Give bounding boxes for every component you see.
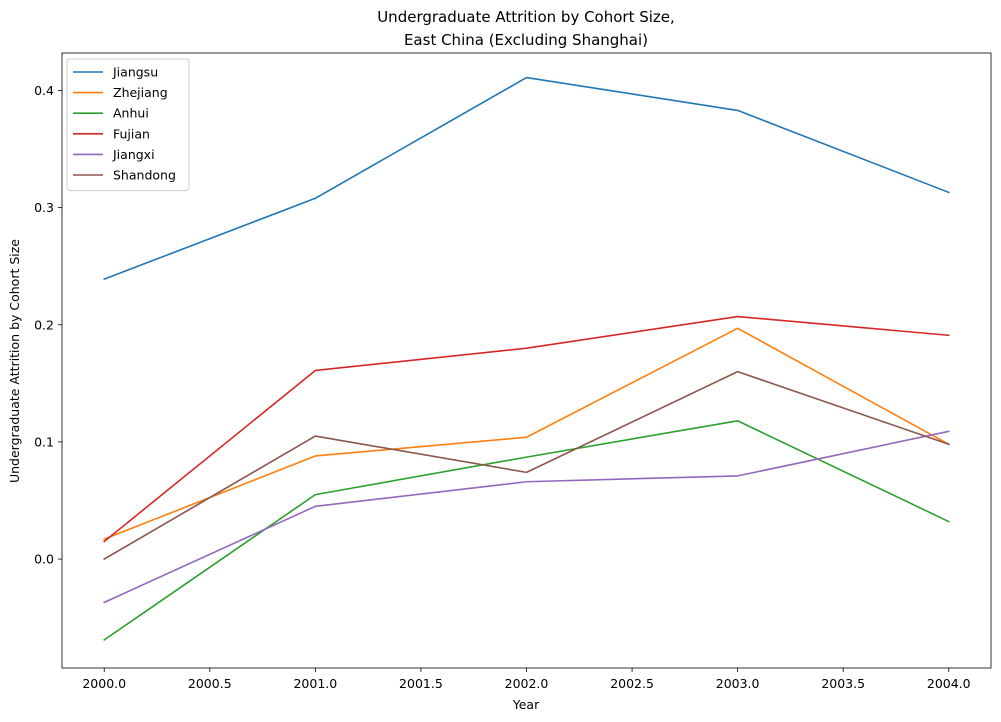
y-tick-label: 0.4 [34,83,54,98]
legend-item: Jiangsu [73,65,158,80]
x-axis-label: Year [512,697,540,712]
x-tick-label: 2004.0 [927,676,971,691]
y-tick-label: 0.1 [34,434,54,449]
x-tick-label: 2003.5 [821,676,865,691]
y-axis-ticks: 0.0 0.1 0.2 0.3 0.4 [34,83,62,567]
legend-label: Anhui [113,106,149,121]
legend-item: Zhejiang [73,85,168,100]
plot-frame [61,52,992,669]
legend: Jiangsu Zhejiang Anhui Fujian Jiangxi Shandon… [66,58,190,192]
x-tick-label: 2002.5 [610,676,654,691]
series-line-jiangsu [103,76,950,281]
legend-label: Shandong [113,168,176,183]
series-lines [103,76,950,642]
x-axis-ticks: 2000.0 2000.5 2001.0 2001.5 2002.0 2002.5 2003… [82,668,971,691]
plot-background [62,53,991,668]
legend-item: Jiangxi [73,147,155,162]
series-line-anhui [103,420,950,642]
y-tick-label: 0.3 [34,200,54,215]
legend-item: Anhui [73,106,149,121]
y-tick-label: 0.0 [34,552,54,567]
chart-title-line-2: East China (Excluding Shanghai) [404,31,648,49]
y-axis-label: Undergraduate Attrition by Cohort Size [7,239,22,483]
y-tick-label: 0.2 [34,317,54,332]
x-tick-label: 2001.0 [293,676,337,691]
x-tick-label: 2001.5 [399,676,443,691]
x-tick-label: 2003.0 [716,676,760,691]
legend-label: Fujian [113,126,150,141]
series-line-shandong [103,370,950,561]
legend-item: Fujian [73,126,150,141]
series-line-fujian [103,315,950,543]
plot-border [61,52,992,669]
chart-title-line-1: Undergraduate Attrition by Cohort Size, [377,8,675,26]
legend-label: Jiangsu [112,65,158,80]
x-tick-label: 2002.0 [505,676,549,691]
x-tick-label: 2000.5 [188,676,232,691]
series-line-jiangxi [103,430,950,604]
legend-label: Jiangxi [112,147,155,162]
series-line-zhejiang [103,327,950,541]
plot-area [62,53,991,668]
legend-label: Zhejiang [113,85,168,100]
legend-item: Shandong [73,168,176,183]
x-tick-label: 2000.0 [82,676,126,691]
